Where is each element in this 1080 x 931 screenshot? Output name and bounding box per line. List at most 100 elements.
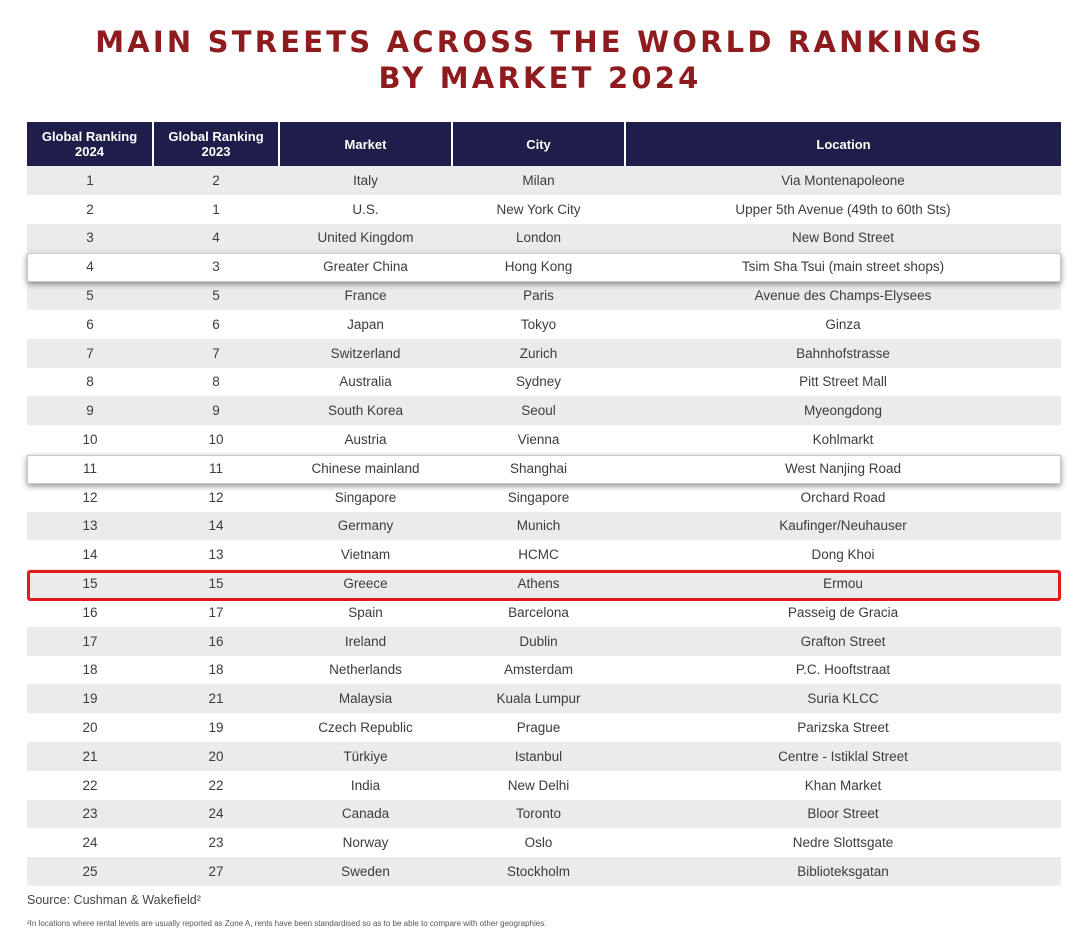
- cell-rank-2023: 14: [153, 511, 279, 541]
- cell-market: Vietnam: [279, 540, 452, 570]
- source-note: Source: Cushman & Wakefield²: [27, 893, 201, 907]
- cell-rank-2023: 23: [153, 828, 279, 858]
- cell-market: Spain: [279, 597, 452, 627]
- cell-city: Barcelona: [452, 597, 625, 627]
- cell-location: Orchard Road: [625, 482, 1061, 512]
- cell-rank-2024: 18: [27, 655, 153, 685]
- cell-city: Vienna: [452, 425, 625, 454]
- table-row: 13 14 Germany Munich Kaufinger/Neuhauser: [27, 511, 1061, 541]
- cell-market: Türkiye: [279, 741, 452, 771]
- table-row: 4 3 Greater China Hong Kong Tsim Sha Tsui (m…: [27, 252, 1061, 282]
- cell-rank-2023: 7: [153, 338, 279, 368]
- cell-market: U.S.: [279, 194, 452, 224]
- cell-rank-2024: 22: [27, 770, 153, 800]
- cell-location: Bahnhofstrasse: [625, 338, 1061, 368]
- header-city: City: [452, 122, 626, 166]
- cell-location: Biblioteksgatan: [625, 857, 1061, 886]
- cell-city: Amsterdam: [452, 655, 625, 685]
- table-row: 9 9 South Korea Seoul Myeongdong: [27, 396, 1061, 426]
- footnote: ²In locations where rental levels are us…: [27, 919, 547, 928]
- title-line-1: MAIN STREETS ACROSS THE WORLD RANKINGS: [95, 25, 985, 59]
- table-row: 20 19 Czech Republic Prague Parizska Street: [27, 713, 1061, 742]
- cell-rank-2024: 14: [27, 540, 153, 570]
- table-row: 14 13 Vietnam HCMC Dong Khoi: [27, 540, 1061, 570]
- cell-market: Sweden: [279, 857, 452, 886]
- cell-location: Parizska Street: [625, 713, 1061, 742]
- cell-market: Ireland: [279, 626, 452, 656]
- cell-rank-2023: 1: [153, 194, 279, 224]
- table-row: 23 24 Canada Toronto Bloor Street: [27, 799, 1061, 829]
- cell-market: Switzerland: [279, 338, 452, 368]
- table-row: 15 15 Greece Athens Ermou: [27, 569, 1061, 598]
- cell-market: Italy: [279, 166, 452, 195]
- cell-market: Greater China: [279, 252, 452, 282]
- cell-city: Seoul: [452, 396, 625, 426]
- table-row: 25 27 Sweden Stockholm Biblioteksgatan: [27, 857, 1061, 886]
- table-header-row: Global Ranking 2024 Global Ranking 2023 …: [27, 122, 1061, 166]
- table-row: 19 21 Malaysia Kuala Lumpur Suria KLCC: [27, 684, 1061, 714]
- cell-rank-2023: 17: [153, 597, 279, 627]
- table-row: 17 16 Ireland Dublin Grafton Street: [27, 626, 1061, 656]
- cell-location: Ginza: [625, 309, 1061, 339]
- cell-rank-2024: 17: [27, 626, 153, 656]
- cell-market: Singapore: [279, 482, 452, 512]
- cell-rank-2023: 16: [153, 626, 279, 656]
- cell-location: Khan Market: [625, 770, 1061, 800]
- cell-rank-2024: 15: [27, 569, 153, 598]
- cell-market: Australia: [279, 367, 452, 397]
- cell-rank-2024: 19: [27, 684, 153, 714]
- cell-city: Paris: [452, 281, 625, 310]
- cell-location: Upper 5th Avenue (49th to 60th Sts): [625, 194, 1061, 224]
- cell-rank-2024: 21: [27, 741, 153, 771]
- cell-rank-2023: 2: [153, 166, 279, 195]
- table-row: 18 18 Netherlands Amsterdam P.C. Hooftstraat: [27, 655, 1061, 685]
- cell-city: Kuala Lumpur: [452, 684, 625, 714]
- cell-rank-2024: 23: [27, 799, 153, 829]
- cell-rank-2023: 24: [153, 799, 279, 829]
- cell-rank-2023: 3: [153, 252, 279, 282]
- cell-city: New Delhi: [452, 770, 625, 800]
- cell-rank-2024: 4: [27, 252, 153, 282]
- rankings-table: Global Ranking 2024 Global Ranking 2023 …: [27, 122, 1061, 886]
- header-market: Market: [279, 122, 453, 166]
- table-row: 3 4 United Kingdom London New Bond Street: [27, 223, 1061, 253]
- cell-rank-2024: 3: [27, 223, 153, 253]
- table-row: 1 2 Italy Milan Via Montenapoleone: [27, 166, 1061, 195]
- cell-rank-2023: 4: [153, 223, 279, 253]
- cell-market: Netherlands: [279, 655, 452, 685]
- cell-market: Norway: [279, 828, 452, 858]
- cell-rank-2024: 25: [27, 857, 153, 886]
- cell-rank-2023: 18: [153, 655, 279, 685]
- cell-location: Bloor Street: [625, 799, 1061, 829]
- cell-city: Oslo: [452, 828, 625, 858]
- table-row: 11 11 Chinese mainland Shanghai West Nanjing…: [27, 453, 1061, 483]
- cell-city: Hong Kong: [452, 252, 625, 282]
- table-row: 24 23 Norway Oslo Nedre Slottsgate: [27, 828, 1061, 858]
- cell-rank-2024: 2: [27, 194, 153, 224]
- cell-city: Toronto: [452, 799, 625, 829]
- cell-location: Myeongdong: [625, 396, 1061, 426]
- cell-rank-2023: 5: [153, 281, 279, 310]
- cell-market: South Korea: [279, 396, 452, 426]
- cell-location: Grafton Street: [625, 626, 1061, 656]
- cell-market: Canada: [279, 799, 452, 829]
- cell-city: Tokyo: [452, 309, 625, 339]
- cell-location: Kaufinger/Neuhauser: [625, 511, 1061, 541]
- cell-location: Nedre Slottsgate: [625, 828, 1061, 858]
- cell-city: Prague: [452, 713, 625, 742]
- cell-rank-2024: 11: [27, 453, 153, 483]
- cell-rank-2024: 24: [27, 828, 153, 858]
- table-row: 22 22 India New Delhi Khan Market: [27, 770, 1061, 800]
- table-row: 5 5 France Paris Avenue des Champs-Elysees: [27, 281, 1061, 310]
- cell-city: Stockholm: [452, 857, 625, 886]
- cell-rank-2023: 20: [153, 741, 279, 771]
- cell-rank-2023: 15: [153, 569, 279, 598]
- table-row: 8 8 Australia Sydney Pitt Street Mall: [27, 367, 1061, 397]
- cell-location: Dong Khoi: [625, 540, 1061, 570]
- cell-rank-2023: 22: [153, 770, 279, 800]
- cell-rank-2024: 10: [27, 425, 153, 454]
- cell-market: United Kingdom: [279, 223, 452, 253]
- table-row: 6 6 Japan Tokyo Ginza: [27, 309, 1061, 339]
- cell-rank-2024: 8: [27, 367, 153, 397]
- cell-rank-2024: 13: [27, 511, 153, 541]
